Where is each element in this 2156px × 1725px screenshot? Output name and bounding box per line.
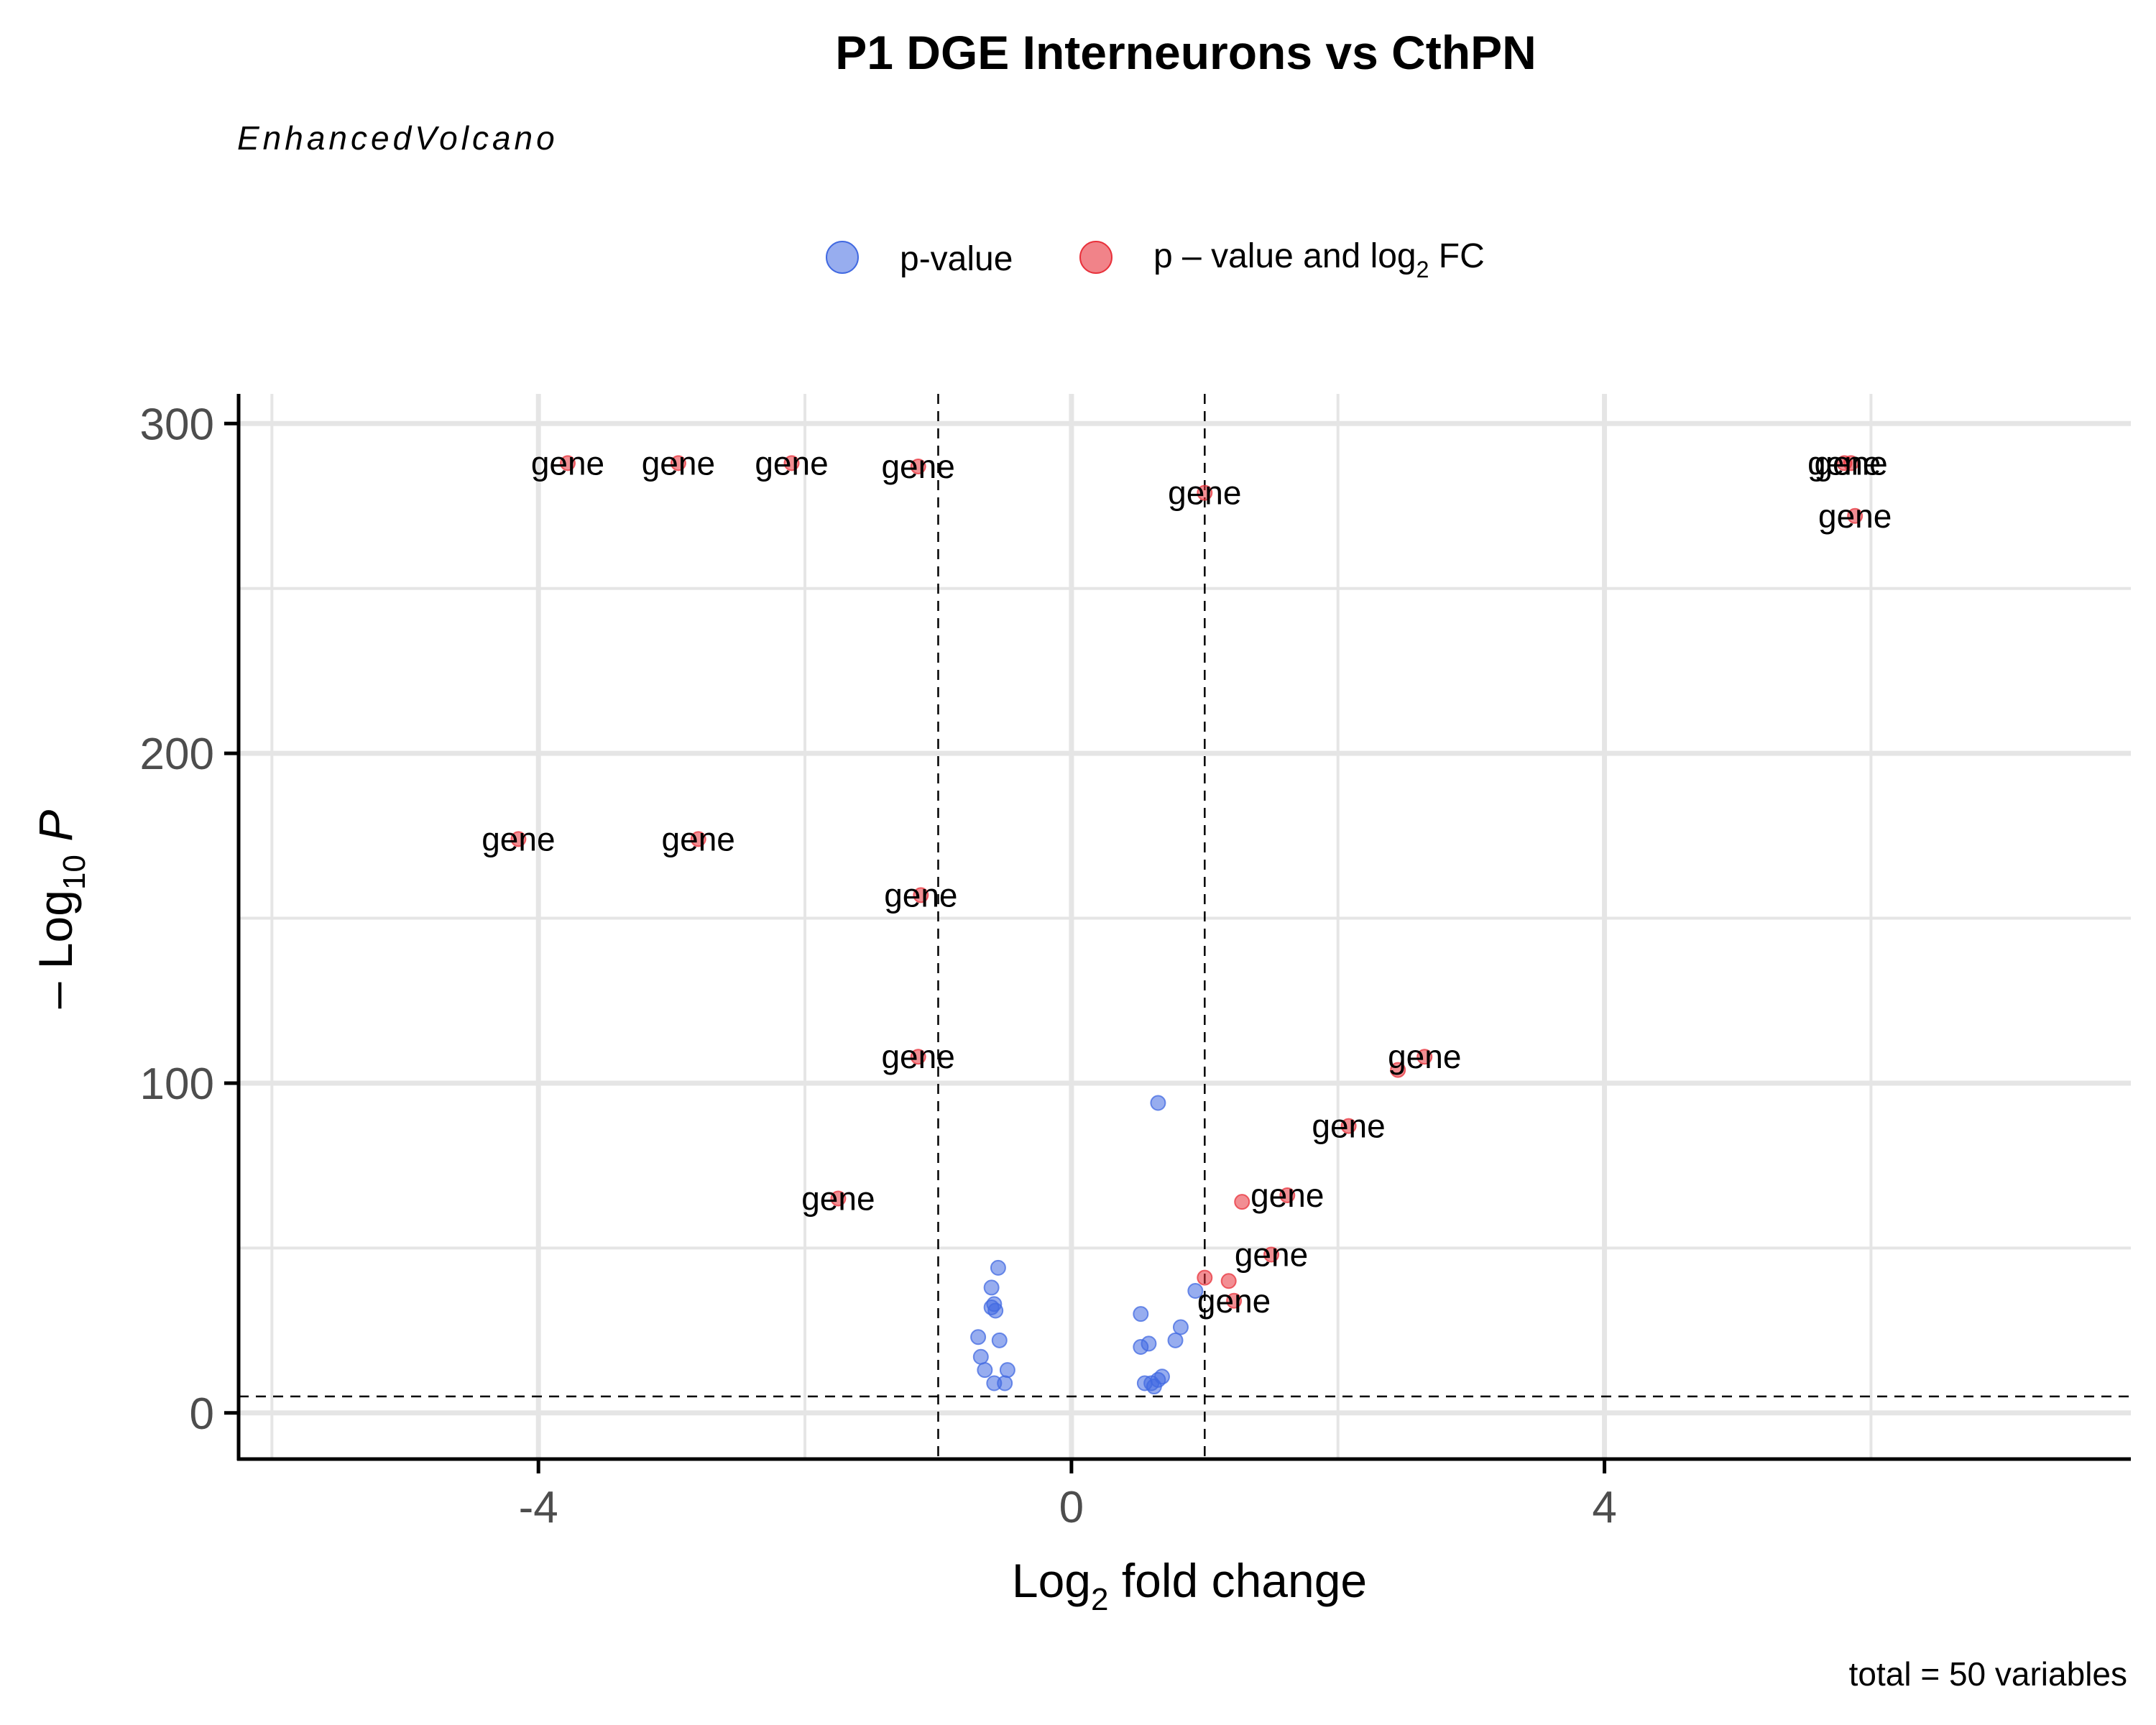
point-pvalue-fc — [783, 455, 800, 472]
gene-label: gene — [881, 448, 954, 485]
legend-marker-pvalue-fc — [1079, 241, 1112, 274]
point-pvalue — [1172, 1319, 1189, 1335]
point-pvalue-fc — [1390, 1062, 1406, 1078]
gene-label: gene — [881, 1038, 954, 1075]
point-pvalue — [987, 1302, 1004, 1319]
point-pvalue — [990, 1259, 1006, 1276]
caption: total = 50 variables — [1849, 1655, 2127, 1693]
y-tick-label: 100 — [140, 1059, 214, 1109]
gene-label: gene — [1388, 1038, 1461, 1075]
gene-label: gene — [884, 876, 957, 914]
point-pvalue-fc — [1340, 1118, 1357, 1134]
x-tick-label: 4 — [1592, 1483, 1616, 1532]
point-pvalue-fc — [910, 458, 926, 474]
y-tick-label: 200 — [140, 730, 214, 779]
point-pvalue-fc — [1220, 1273, 1237, 1289]
x-tick-label: 0 — [1059, 1483, 1084, 1532]
point-pvalue-fc — [559, 455, 576, 472]
point-pvalue — [1167, 1332, 1184, 1348]
point-pvalue-fc — [910, 1049, 926, 1065]
point-pvalue — [1133, 1306, 1149, 1322]
point-pvalue — [1133, 1339, 1149, 1355]
grid-lines — [239, 394, 2131, 1459]
point-pvalue — [991, 1332, 1008, 1348]
point-pvalue-fc — [913, 887, 929, 903]
header: P1 DGE Interneurons vs CthPN EnhancedVol… — [237, 26, 1537, 157]
point-pvalue — [970, 1329, 987, 1346]
y-tick-label: 0 — [190, 1389, 214, 1439]
gene-label: gene — [1818, 497, 1892, 535]
gene-label: gene — [1235, 1236, 1308, 1274]
legend-marker-pvalue — [826, 241, 859, 274]
gene-label: gene — [1814, 444, 1887, 482]
point-pvalue — [997, 1375, 1013, 1392]
point-pvalue-fc — [670, 455, 686, 472]
point-pvalue-fc — [830, 1190, 847, 1207]
point-pvalue-fc — [690, 831, 706, 847]
gene-label: gene — [1250, 1177, 1324, 1214]
point-pvalue — [972, 1348, 989, 1365]
point-pvalue-fc — [1263, 1246, 1280, 1263]
point-pvalue-fc — [510, 831, 527, 847]
point-pvalue — [1146, 1379, 1162, 1395]
x-tick-label: -4 — [519, 1483, 558, 1532]
point-pvalue — [983, 1279, 1000, 1296]
legend-label-pvalue-fc: p – value and log2 FC — [1153, 237, 1485, 282]
gene-label: gene — [1168, 474, 1241, 512]
gene-label: gene — [662, 820, 735, 857]
point-pvalue-fc — [1416, 1049, 1433, 1065]
point-pvalue — [1187, 1283, 1204, 1299]
point-pvalue-fc — [1279, 1187, 1296, 1203]
point-pvalue-fc — [1197, 484, 1213, 501]
gene-label: gene — [1312, 1108, 1385, 1145]
point-pvalue — [1150, 1095, 1166, 1111]
legend: p-value p – value and log2 FC — [826, 237, 1485, 282]
point-pvalue-fc — [1197, 1269, 1213, 1286]
y-axis-title: – Log10 P — [29, 810, 92, 1008]
legend-label-pvalue: p-value — [900, 240, 1013, 278]
cutoff-lines — [239, 394, 2131, 1459]
point-pvalue — [999, 1362, 1015, 1379]
y-tick-label: 300 — [140, 400, 214, 449]
gene-label: gene — [1197, 1282, 1271, 1320]
x-axis-title: Log2 fold change — [1012, 1554, 1367, 1617]
point-pvalue-fc — [1226, 1292, 1243, 1309]
point-pvalue-fc — [1847, 507, 1864, 524]
point-pvalue — [977, 1362, 993, 1379]
gene-label: gene — [801, 1180, 875, 1218]
gene-label: gene — [642, 444, 715, 482]
chart-subtitle: EnhancedVolcano — [237, 119, 558, 157]
gene-label: gene — [1807, 444, 1881, 482]
gene-label: gene — [482, 820, 555, 857]
point-pvalue-fc — [1843, 455, 1859, 472]
gene-label: gene — [531, 444, 604, 482]
chart-title: P1 DGE Interneurons vs CthPN — [835, 26, 1537, 79]
axes: 0 100 200 300 -4 0 4 — [140, 394, 2131, 1532]
gene-label: gene — [755, 444, 828, 482]
point-pvalue-fc — [1234, 1194, 1250, 1210]
data-points — [510, 455, 1864, 1395]
